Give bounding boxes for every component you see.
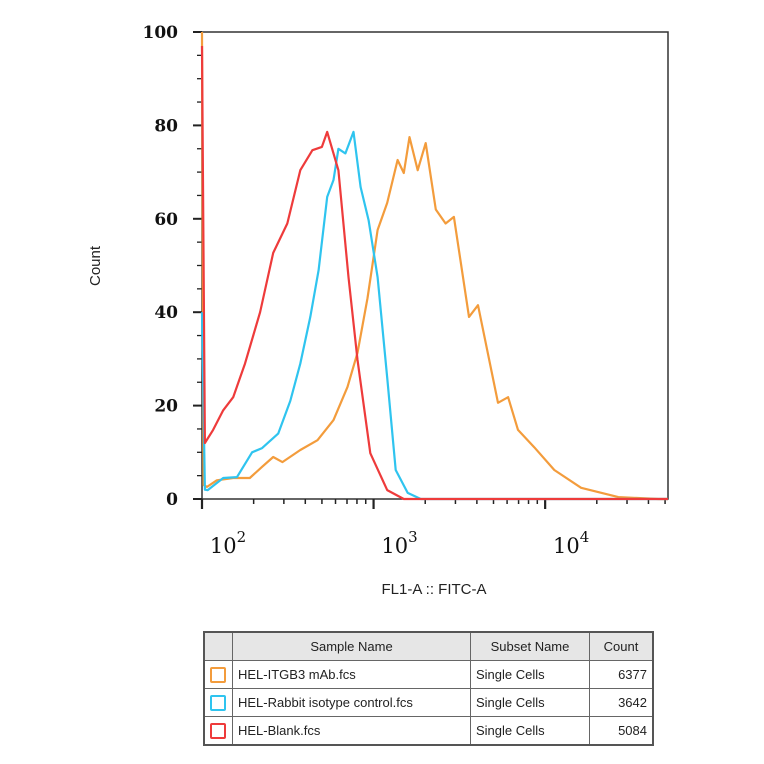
y-axis: 0 20 40 60 80 100 (143, 23, 202, 510)
header-subset-name: Subset Name (470, 631, 590, 661)
header-swatch (203, 631, 233, 661)
count: 3642 (589, 688, 654, 717)
x-axis-label: FL1-A :: FITC-A (381, 581, 486, 598)
legend-row: HEL-Blank.fcs Single Cells 5084 (203, 716, 654, 746)
y-tick-label: 0 (166, 490, 178, 510)
legend-header-row: Sample Name Subset Name Count (203, 631, 654, 661)
y-tick-label: 20 (154, 397, 178, 417)
swatch-red-icon (210, 722, 226, 739)
sample-name: HEL-Blank.fcs (232, 716, 471, 746)
legend-row: HEL-ITGB3 mAb.fcs Single Cells 6377 (203, 660, 654, 689)
x-axis: 102 103 104 (200, 499, 666, 558)
legend-table: Sample Name Subset Name Count HEL-ITGB3 … (203, 631, 654, 746)
swatch-cell (203, 660, 233, 689)
swatch-blue-icon (210, 694, 226, 711)
subset-name: Single Cells (470, 688, 590, 717)
series-line-2 (200, 45, 668, 501)
plot-frame (201, 31, 669, 500)
series-lines (200, 31, 668, 501)
y-tick-label: 60 (154, 210, 178, 230)
legend-row: HEL-Rabbit isotype control.fcs Single Ce… (203, 688, 654, 717)
y-tick-label: 40 (154, 303, 178, 323)
swatch-orange-icon (210, 666, 226, 683)
x-tick-label: 104 (553, 528, 589, 558)
swatch-cell (203, 716, 233, 746)
swatch-cell (203, 688, 233, 717)
header-sample-name: Sample Name (232, 631, 471, 661)
series-line-0 (200, 31, 668, 501)
series-line-1 (200, 130, 668, 501)
header-count: Count (589, 631, 654, 661)
subset-name: Single Cells (470, 716, 590, 746)
subset-name: Single Cells (470, 660, 590, 689)
y-tick-label: 80 (154, 116, 178, 136)
count: 6377 (589, 660, 654, 689)
sample-name: HEL-Rabbit isotype control.fcs (232, 688, 471, 717)
y-axis-label: Count (87, 245, 104, 286)
x-tick-label: 103 (381, 528, 417, 558)
count: 5084 (589, 716, 654, 746)
sample-name: HEL-ITGB3 mAb.fcs (232, 660, 471, 689)
x-tick-label: 102 (210, 528, 246, 558)
y-tick-label: 100 (143, 23, 179, 43)
